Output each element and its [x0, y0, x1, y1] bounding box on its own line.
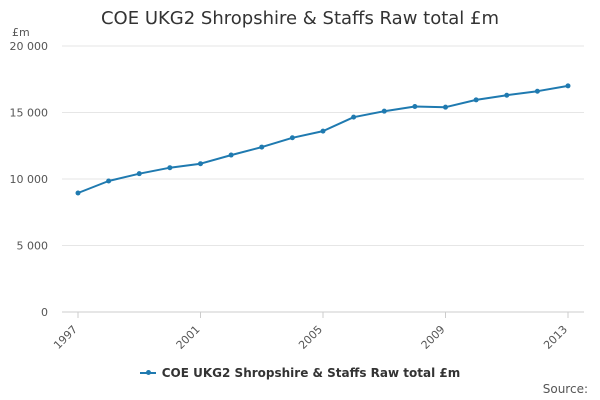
data-point-2010 — [473, 97, 479, 103]
y-tick-label-4: 20 000 — [10, 40, 49, 53]
y-tick-label-3: 15 000 — [10, 107, 49, 120]
x-axis-ticks: 1997 2001 2005 2009 2013 — [51, 312, 570, 352]
y-axis-unit-label: £m — [12, 26, 30, 39]
y-tick-label-0: 0 — [41, 306, 48, 319]
x-tick-label-3: 2009 — [419, 323, 448, 352]
data-point-2001 — [198, 161, 203, 167]
y-tick-label-2: 10 000 — [10, 173, 49, 186]
x-tick-label-1: 2001 — [174, 323, 203, 352]
data-point-2013 — [565, 83, 571, 89]
data-point-2000 — [167, 165, 173, 171]
data-point-1999 — [136, 171, 142, 177]
y-axis-ticks: 0 5 000 10 000 15 000 20 000 — [10, 40, 49, 319]
data-point-2007 — [381, 108, 387, 114]
data-point-1997 — [75, 190, 81, 196]
data-point-1998 — [106, 178, 112, 184]
chart-title: COE UKG2 Shropshire & Staffs Raw total £… — [100, 8, 500, 29]
data-point-2004 — [289, 135, 295, 141]
series-layer — [75, 83, 571, 196]
data-point-2009 — [443, 104, 448, 110]
x-tick-label-4: 2013 — [541, 323, 570, 352]
data-point-2012 — [534, 88, 540, 94]
data-point-2006 — [351, 114, 357, 120]
grid-lines — [62, 45, 584, 313]
source-label: Source: — [542, 382, 588, 396]
data-point-2002 — [228, 152, 234, 158]
legend-label: COE UKG2 Shropshire & Staffs Raw total £… — [161, 366, 461, 380]
data-point-2008 — [412, 104, 418, 110]
data-point-2003 — [259, 144, 265, 150]
legend[interactable]: COE UKG2 Shropshire & Staffs Raw total £… — [0, 366, 600, 381]
legend-swatch-icon — [139, 368, 156, 378]
x-tick-label-2: 2005 — [296, 323, 325, 352]
x-tick-label-0: 1997 — [51, 323, 80, 352]
y-tick-label-1: 5 000 — [17, 240, 49, 253]
data-point-2011 — [504, 92, 510, 98]
series-line-0 — [77, 84, 569, 194]
data-point-2005 — [320, 128, 326, 134]
